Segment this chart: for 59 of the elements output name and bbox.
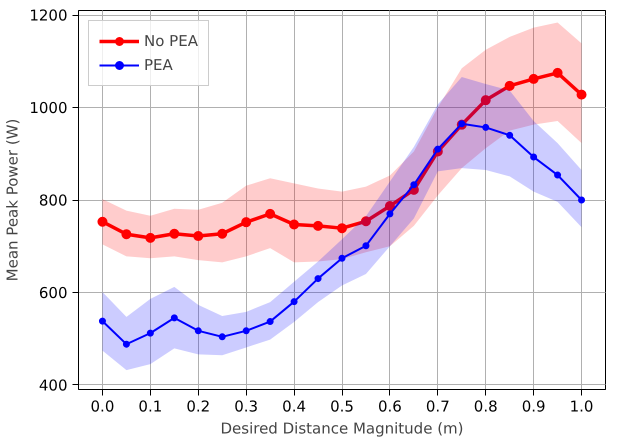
legend-label: No PEA [144,32,198,50]
y-axis-title: Mean Peak Power (W) [3,118,22,282]
y-tick-label: 800 [38,192,68,210]
point [554,172,562,179]
legend-label: PEA [144,56,173,74]
point [241,217,252,228]
point [530,154,538,161]
point [146,330,154,337]
y-tick-label: 600 [38,284,68,302]
point [266,318,274,326]
point [170,314,178,322]
point [145,232,156,243]
point [217,228,228,239]
point [242,327,250,334]
point [386,210,394,218]
point [504,80,515,91]
point [97,216,108,227]
point [576,90,587,100]
point [338,254,346,262]
x-tick-label: 0.9 [522,398,546,416]
point [121,229,132,240]
x-tick-label: 0.5 [330,398,354,416]
point [528,74,539,84]
point [314,275,322,282]
point [289,220,300,230]
point [98,318,106,325]
x-tick-label: 0.7 [426,398,450,416]
point [290,298,298,306]
point [506,132,514,139]
x-tick-label: 0.2 [186,398,210,416]
y-tick-label: 400 [38,376,68,394]
x-tick-label: 0.0 [90,398,114,416]
point [337,223,347,234]
point [122,340,130,348]
x-tick-label: 0.8 [474,398,498,416]
point [218,333,226,340]
point [362,242,370,250]
point [360,216,371,226]
point [434,146,442,153]
y-tick-label: 1200 [29,6,68,25]
x-tick-label: 1.0 [570,398,594,416]
point [193,231,204,242]
point [552,68,563,78]
point [194,327,202,334]
x-tick-label: 0.3 [234,398,258,416]
point [265,208,276,219]
y-tick-label: 1000 [29,99,68,118]
x-tick-label: 0.6 [378,398,402,416]
point [480,95,491,106]
point [384,201,395,211]
point [313,220,324,231]
point [410,181,418,188]
x-tick-label: 0.1 [138,398,162,416]
point [169,228,180,239]
point [482,124,490,131]
x-tick-label: 0.4 [282,398,306,416]
x-axis-title: Desired Distance Magnitude (m) [220,420,464,438]
point [578,196,586,204]
point [458,120,466,128]
